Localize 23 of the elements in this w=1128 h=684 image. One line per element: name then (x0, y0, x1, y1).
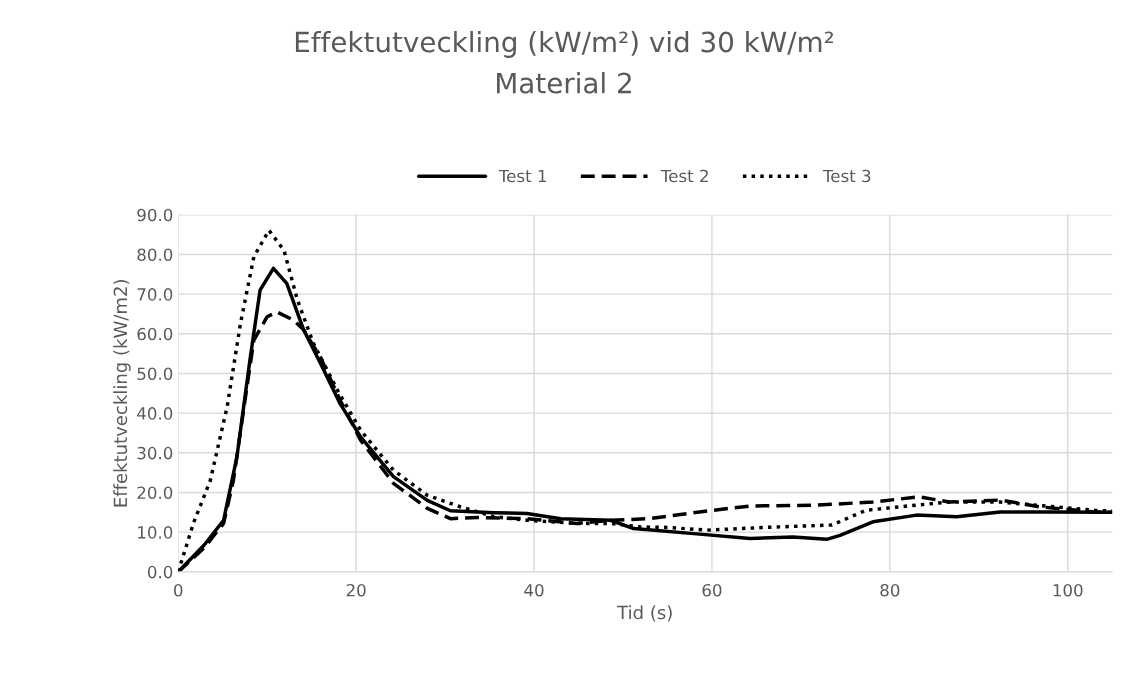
x-tick-label: 40 (524, 583, 544, 597)
y-tick-label: 80.0 (137, 248, 173, 262)
x-tick-label: 80 (880, 583, 900, 597)
x-tick-label: 0 (174, 583, 183, 597)
x-tick-label: 60 (702, 583, 722, 597)
y-tick-label: 60.0 (137, 327, 173, 341)
y-axis-title: Effektutveckling (kW/m2) (113, 280, 131, 507)
y-tick-label: 90.0 (137, 208, 173, 222)
x-tick-label: 20 (346, 583, 366, 597)
chart-title: Effektutveckling (kW/m²) vid 30 kW/m² (295, 31, 834, 58)
y-tick-label: 0.0 (147, 565, 173, 579)
legend-label: Test 3 (822, 169, 871, 183)
y-tick-label: 30.0 (137, 446, 173, 460)
chart-subtitle: Material 2 (497, 72, 631, 94)
x-axis-title: Tid (s) (617, 605, 672, 622)
y-tick-label: 50.0 (137, 367, 173, 381)
y-tick-label: 10.0 (138, 526, 173, 539)
y-tick-label: 70.0 (137, 288, 173, 301)
x-tick-label: 100 (1053, 583, 1083, 597)
legend-label: Test 2 (660, 169, 708, 183)
legend-label: Test 1 (498, 169, 546, 183)
y-tick-label: 40.0 (137, 407, 173, 420)
y-tick-label: 20.0 (137, 486, 173, 500)
